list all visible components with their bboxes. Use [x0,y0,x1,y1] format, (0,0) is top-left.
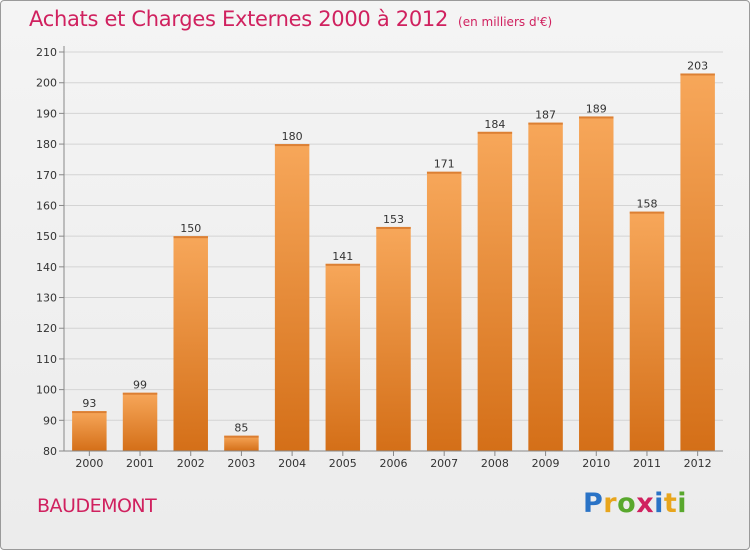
x-tick-label: 2000 [75,457,103,470]
axes [63,46,723,452]
bar [426,171,462,451]
value-label: 93 [82,397,96,410]
y-tick-label: 150 [36,230,57,243]
bar [274,144,310,452]
proxiti-logo[interactable]: Proxiti [583,488,687,519]
y-tick-label: 80 [43,445,57,458]
value-label: 180 [282,130,303,143]
logo-letter: x [636,488,655,519]
y-tick-label: 210 [36,46,57,59]
chart-title: Achats et Charges Externes 2000 à 2012 (e… [29,7,552,31]
y-tick-label: 100 [36,384,57,397]
bar [629,211,665,451]
value-label: 184 [484,118,505,131]
y-tick-label: 130 [36,292,57,305]
value-label: 141 [332,250,353,263]
logo-letter: o [617,488,637,519]
x-tick-label: 2009 [532,457,560,470]
bar-top-edge [274,144,310,147]
x-tick-label: 2012 [684,457,712,470]
x-tick-label: 2008 [481,457,509,470]
logo-letter: i [677,488,688,519]
y-tick-label: 200 [36,77,57,90]
x-tick-label: 2007 [430,457,458,470]
y-tick-label: 180 [36,138,57,151]
value-label: 85 [234,422,248,435]
y-tick-label: 90 [43,414,57,427]
logo-letter: r [603,488,618,519]
logo-letter: P [583,488,604,519]
y-tick-label: 160 [36,199,57,212]
title-text: Achats et Charges Externes 2000 à 2012 [29,7,449,31]
bar-top-edge [528,122,563,125]
bar-chart: 80 90 100 110 120 130 140 150 160 170 180 190 200 210… [36,46,723,470]
x-tick-label: 2004 [278,457,306,470]
bar-top-edge [122,392,158,395]
bar-top-edge [173,236,208,239]
bar-top-edge [426,171,462,174]
x-axis-tick-labels: 2000 2001 2002 2003 2004 2005 2006 2007 2008 2009… [75,451,712,470]
value-label: 150 [180,222,201,235]
bar-top-edge [325,263,361,266]
y-tick-label: 120 [36,322,57,335]
bar-top-edge [680,73,715,76]
y-axis-tick-labels: 80 90 100 110 120 130 140 150 160 170 180 190 200 210 [36,46,64,458]
chart-subtitle: (en milliers d'€) [458,15,553,29]
bar [477,131,513,452]
bar-top-edge [477,131,513,134]
y-tick-label: 190 [36,107,57,120]
bar [72,411,107,451]
value-label: 203 [687,59,708,72]
logo-letter: t [663,488,678,519]
bar-top-edge [629,211,665,214]
value-label: 171 [434,158,455,171]
bar [579,116,614,451]
bar [224,435,259,451]
x-tick-label: 2005 [329,457,357,470]
y-tick-label: 140 [36,261,57,274]
bar [680,73,715,451]
bar-top-edge [224,435,259,438]
value-label: 158 [636,198,657,211]
value-labels: 93 99 150 85 180 141 153 171 184 187 189 158 203 [82,59,708,434]
bar [173,236,208,451]
commune-name: BAUDEMONT [37,495,157,517]
x-tick-label: 2003 [227,457,255,470]
logo-letter: i [654,488,664,519]
x-tick-label: 2002 [177,457,205,470]
bars [72,73,715,452]
bar [376,226,411,451]
bar [325,263,361,451]
y-tick-label: 110 [36,353,57,366]
x-tick-label: 2001 [126,457,154,470]
bar-top-edge [579,116,614,119]
x-tick-label: 2006 [380,457,408,470]
value-label: 187 [535,109,556,122]
y-tick-label: 170 [36,169,57,182]
bar [122,392,158,451]
bar [528,122,563,451]
value-label: 99 [133,379,147,392]
value-label: 153 [383,213,404,226]
value-label: 189 [586,102,607,115]
x-tick-label: 2010 [582,457,610,470]
bar-top-edge [72,411,107,414]
bar-top-edge [376,226,411,229]
x-tick-label: 2011 [633,457,661,470]
